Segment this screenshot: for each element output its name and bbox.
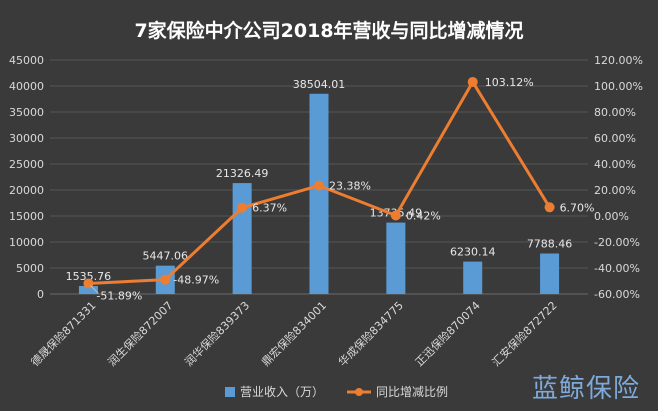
- y-right-tick-label: 100.00%: [594, 80, 643, 93]
- x-tick-label: 汇安保险872722: [489, 298, 560, 369]
- line-point: [544, 202, 555, 213]
- bar-data-label: 38504.01: [293, 78, 346, 91]
- y-left-tick-label: 5000: [16, 262, 44, 275]
- line-point: [390, 210, 401, 221]
- x-tick-label: 润华保险839373: [182, 298, 253, 369]
- y-left-tick-label: 0: [37, 288, 44, 301]
- line-data-label: -51.89%: [96, 289, 142, 302]
- line-point: [237, 202, 248, 213]
- y-left-tick-label: 20000: [9, 184, 44, 197]
- x-tick-label: 华成保险834775: [335, 298, 406, 369]
- label-leader-line: [90, 285, 99, 294]
- y-right-tick-label: 120.00%: [594, 54, 643, 67]
- y-right-tick-label: -20.00%: [594, 236, 640, 249]
- bar: [309, 93, 329, 294]
- y-left-tick-label: 15000: [9, 210, 44, 223]
- chart-title: 7家保险中介公司2018年营收与同比增减情况: [134, 19, 523, 42]
- line-point: [314, 180, 324, 191]
- bar-data-label: 7788.46: [527, 238, 573, 251]
- x-tick-label: 润生保险872007: [105, 298, 176, 369]
- legend-label: 同比增减比例: [376, 385, 448, 399]
- y-left-tick-label: 30000: [9, 132, 44, 145]
- bar: [540, 253, 560, 294]
- watermark: 蓝鲸保险: [531, 374, 640, 404]
- line-data-label: 6.37%: [252, 202, 287, 215]
- bar-data-label: 1535.76: [66, 270, 112, 283]
- y-right-tick-label: 20.00%: [594, 184, 636, 197]
- y-left-tick-label: 25000: [9, 158, 44, 171]
- bar: [78, 286, 98, 294]
- bar: [386, 222, 406, 294]
- bar-data-label: 6230.14: [450, 246, 496, 259]
- legend-bar-swatch: [225, 387, 235, 397]
- y-right-tick-label: 40.00%: [594, 158, 636, 171]
- y-right-tick-label: -60.00%: [594, 288, 640, 301]
- bar: [232, 183, 252, 294]
- y-right-tick-label: 0.00%: [594, 210, 629, 223]
- line-point: [467, 76, 478, 87]
- bar-data-label: 21326.49: [216, 167, 269, 180]
- y-right-tick-label: 80.00%: [594, 106, 636, 119]
- x-tick-label: 德晟保险871331: [28, 298, 99, 369]
- legend-line-marker: [355, 388, 363, 396]
- x-tick-label: 正迅保险870074: [412, 298, 483, 369]
- bar-data-label: 5447.06: [143, 250, 189, 263]
- y-left-tick-label: 10000: [9, 236, 44, 249]
- y-left-tick-label: 40000: [9, 80, 44, 93]
- bar: [463, 261, 483, 294]
- y-right-tick-label: -40.00%: [594, 262, 640, 275]
- legend-label: 营业收入（万）: [240, 385, 324, 399]
- y-left-tick-label: 45000: [9, 54, 44, 67]
- line-data-label: 103.12%: [485, 76, 534, 89]
- line-data-label: -48.97%: [173, 274, 219, 287]
- y-left-tick-label: 35000: [9, 106, 44, 119]
- x-tick-label: 鼎宏保险834001: [258, 298, 329, 369]
- line-point: [160, 274, 171, 285]
- line-data-label: 6.70%: [560, 201, 595, 214]
- y-right-tick-label: 60.00%: [594, 132, 636, 145]
- line-data-label: 23.38%: [329, 180, 371, 193]
- line-data-label: 0.42%: [406, 209, 441, 222]
